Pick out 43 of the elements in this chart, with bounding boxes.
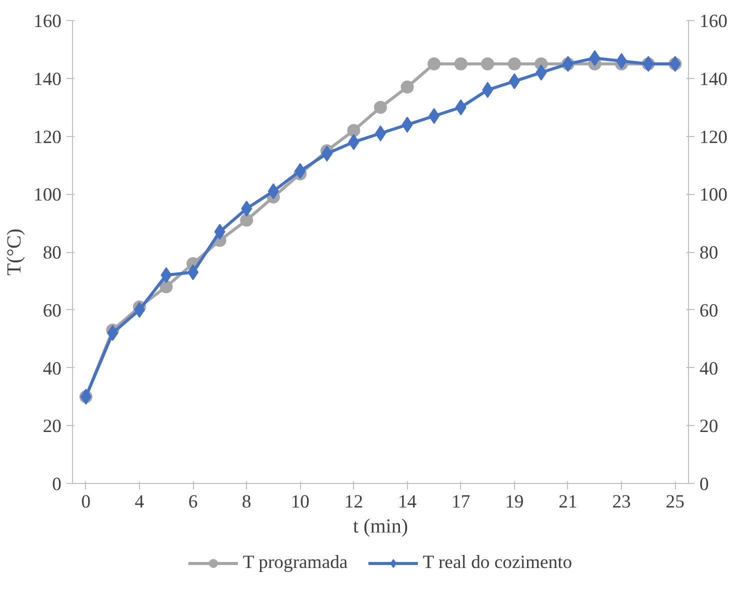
- x-axis-title: t (min): [353, 516, 408, 538]
- legend-label: T real do cozimento: [422, 552, 572, 574]
- x-tick-label: 17: [452, 492, 470, 512]
- point: [374, 100, 387, 114]
- x-tick-label: 12: [344, 492, 364, 512]
- y-tick-label: 120: [34, 126, 62, 148]
- point: [240, 214, 254, 227]
- x-tick-label: 6: [188, 492, 198, 512]
- y-tick-label: 20: [42, 416, 62, 438]
- y2-tick-label: 120: [700, 126, 728, 148]
- x-tick-label: 4: [134, 492, 145, 512]
- y2-tick-label: 140: [700, 68, 728, 90]
- y2-tick-label: 0: [700, 474, 709, 495]
- y-axis-title: T(°C): [4, 228, 26, 276]
- point: [508, 57, 521, 70]
- y-tick-label: 40: [42, 358, 62, 380]
- x-tick-label: 21: [558, 492, 578, 512]
- x-tick-label: 19: [505, 492, 524, 512]
- x-tick-label: 0: [81, 492, 91, 512]
- x-tick-label: 8: [242, 492, 252, 512]
- point: [160, 280, 173, 294]
- y-tick-label: 100: [34, 184, 62, 206]
- legend-label: T programada: [242, 552, 348, 574]
- x-tick-label: 14: [398, 492, 418, 512]
- y-tick-label: 160: [34, 11, 62, 32]
- y2-tick-label: 20: [700, 416, 718, 438]
- y2-tick-label: 60: [700, 300, 718, 322]
- y-tick-label: 80: [42, 242, 62, 264]
- y2-tick-label: 40: [700, 358, 718, 380]
- x-tick-label: 25: [666, 492, 684, 512]
- x-tick-label: 10: [290, 492, 310, 512]
- y2-tick-label: 160: [700, 11, 728, 32]
- point: [428, 57, 441, 70]
- point: [481, 57, 494, 70]
- point: [347, 124, 360, 137]
- y2-tick-label: 100: [700, 184, 728, 206]
- y-tick-label: 60: [42, 300, 62, 322]
- point: [400, 80, 414, 94]
- y-tick-label: 140: [34, 68, 62, 90]
- point: [454, 57, 468, 70]
- x-tick-label: 23: [612, 492, 631, 512]
- y-tick-label: 0: [52, 474, 62, 495]
- y2-tick-label: 80: [700, 242, 718, 264]
